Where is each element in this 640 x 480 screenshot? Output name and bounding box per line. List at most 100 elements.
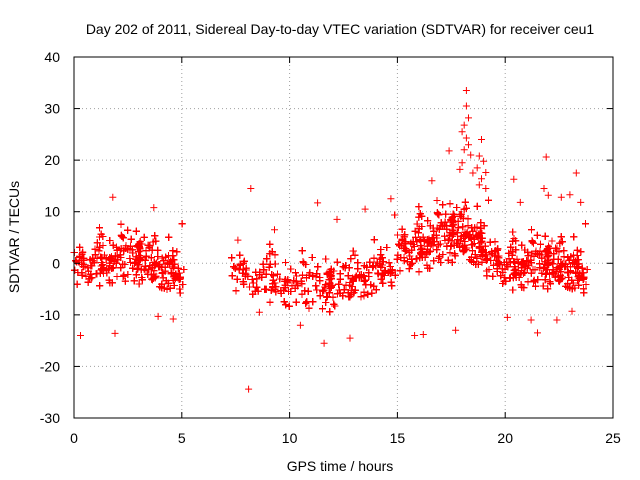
data-point	[130, 277, 138, 285]
data-point	[256, 271, 263, 279]
data-point	[335, 280, 343, 288]
data-point	[374, 269, 382, 277]
data-point	[173, 248, 181, 256]
data-point	[333, 258, 341, 266]
data-point	[433, 197, 441, 204]
data-point	[135, 280, 143, 288]
data-point	[349, 247, 357, 255]
data-point	[446, 200, 454, 208]
data-point	[395, 240, 403, 248]
data-point	[169, 265, 177, 272]
data-point	[269, 280, 277, 288]
data-point	[87, 262, 95, 270]
data-point	[175, 269, 183, 277]
data-point	[164, 260, 172, 268]
data-point	[306, 269, 314, 277]
data-point	[280, 298, 288, 306]
data-point	[176, 276, 184, 283]
data-point	[322, 281, 330, 289]
data-point	[126, 255, 134, 262]
data-point	[154, 246, 162, 254]
data-point	[473, 254, 481, 262]
data-point	[166, 284, 174, 292]
data-point	[433, 209, 441, 217]
data-point	[266, 298, 274, 306]
data-point	[150, 259, 158, 266]
data-point	[329, 293, 337, 301]
data-point	[313, 286, 321, 294]
data-point	[323, 293, 331, 301]
data-point	[267, 286, 275, 294]
data-point	[325, 289, 333, 297]
data-point	[270, 272, 277, 280]
data-point	[336, 270, 344, 278]
data-point	[308, 254, 316, 261]
data-point	[242, 266, 250, 274]
data-point	[381, 267, 389, 275]
data-point	[127, 235, 135, 243]
data-point	[436, 252, 443, 260]
data-point	[170, 263, 178, 271]
data-point	[360, 277, 368, 285]
data-point	[272, 283, 280, 291]
data-point	[167, 269, 175, 277]
data-point	[108, 279, 116, 287]
data-point	[119, 260, 127, 268]
data-point	[377, 251, 385, 259]
data-point	[113, 273, 121, 280]
data-point	[312, 273, 320, 281]
data-point	[96, 269, 104, 277]
data-point	[119, 273, 127, 280]
data-point	[169, 256, 176, 264]
data-point	[435, 211, 443, 219]
data-point	[117, 220, 125, 228]
data-point	[285, 302, 293, 310]
data-point	[344, 289, 352, 297]
data-point	[388, 266, 396, 274]
data-point	[330, 300, 338, 308]
data-point	[230, 263, 238, 271]
data-point	[86, 275, 94, 283]
data-point	[96, 224, 103, 232]
data-point	[73, 280, 81, 288]
data-point	[117, 254, 125, 261]
data-point	[294, 282, 302, 290]
data-point	[368, 289, 376, 297]
data-point	[146, 242, 154, 250]
data-point	[99, 242, 107, 249]
data-point	[292, 269, 299, 277]
data-point	[266, 240, 274, 248]
data-point	[99, 233, 107, 240]
data-point	[282, 259, 289, 266]
data-point	[372, 286, 380, 294]
data-point	[106, 254, 114, 261]
data-point	[330, 267, 338, 275]
data-point	[260, 266, 268, 274]
data-point	[369, 262, 377, 270]
data-point	[244, 272, 252, 280]
data-point	[172, 270, 180, 278]
data-point	[236, 261, 244, 269]
data-point	[109, 264, 117, 272]
data-point	[239, 269, 247, 277]
data-point	[159, 269, 167, 277]
data-point	[120, 247, 128, 255]
data-point	[133, 265, 141, 273]
data-point	[379, 279, 387, 287]
data-point	[328, 283, 335, 291]
data-point	[369, 263, 377, 271]
data-point	[473, 202, 481, 210]
data-point	[124, 226, 132, 234]
data-point	[119, 234, 127, 242]
data-point	[163, 285, 171, 293]
data-point	[240, 257, 248, 265]
data-point	[352, 272, 360, 280]
data-point	[97, 262, 105, 270]
data-point	[142, 266, 150, 274]
data-point	[253, 275, 261, 283]
data-point	[468, 241, 476, 249]
data-point	[316, 292, 324, 300]
data-point	[164, 279, 172, 287]
data-point	[346, 281, 354, 289]
data-point	[360, 288, 368, 296]
